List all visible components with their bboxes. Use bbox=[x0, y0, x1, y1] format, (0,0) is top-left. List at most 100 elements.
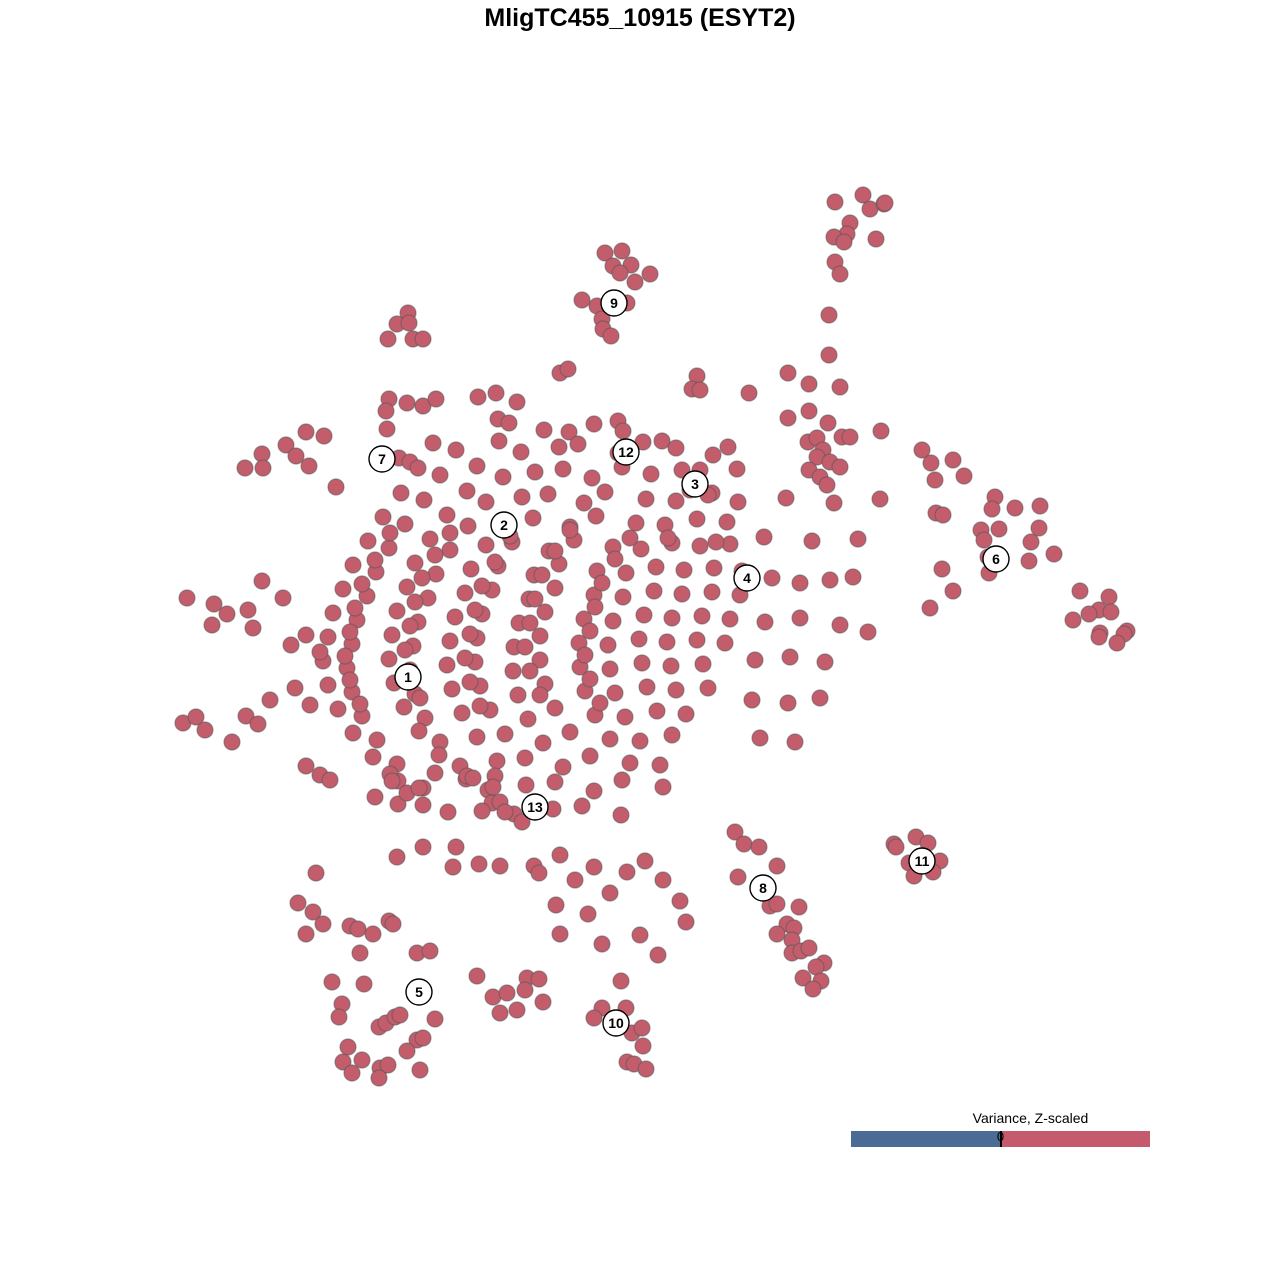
data-point bbox=[554, 460, 572, 478]
data-point bbox=[688, 631, 706, 649]
data-point bbox=[339, 1038, 357, 1056]
data-point bbox=[395, 698, 413, 716]
data-point bbox=[359, 532, 377, 550]
data-point bbox=[618, 863, 636, 881]
data-point bbox=[728, 460, 746, 478]
data-point bbox=[461, 673, 479, 691]
data-point bbox=[468, 457, 486, 475]
data-point bbox=[530, 864, 548, 882]
data-point bbox=[719, 438, 737, 456]
data-point bbox=[491, 857, 509, 875]
data-point bbox=[933, 560, 951, 578]
data-point bbox=[601, 730, 619, 748]
data-point bbox=[663, 726, 681, 744]
data-point bbox=[790, 898, 808, 916]
data-point bbox=[379, 1056, 397, 1074]
data-point bbox=[867, 230, 885, 248]
data-point bbox=[662, 657, 680, 675]
data-point bbox=[461, 625, 479, 643]
data-point bbox=[531, 627, 549, 645]
data-point bbox=[632, 540, 650, 558]
data-point bbox=[633, 654, 651, 672]
data-point bbox=[630, 630, 648, 648]
data-point bbox=[1064, 611, 1082, 629]
data-point bbox=[613, 242, 631, 260]
data-point bbox=[304, 903, 322, 921]
data-point bbox=[330, 1008, 348, 1026]
data-point bbox=[516, 981, 534, 999]
data-point bbox=[205, 595, 223, 613]
data-point bbox=[803, 532, 821, 550]
data-point bbox=[818, 476, 836, 494]
data-point bbox=[566, 871, 584, 889]
cluster-label-circle bbox=[749, 874, 777, 902]
data-point bbox=[297, 757, 315, 775]
data-point bbox=[236, 459, 254, 477]
data-point bbox=[611, 264, 629, 282]
data-point bbox=[343, 1064, 361, 1082]
data-point bbox=[378, 420, 396, 438]
data-point bbox=[504, 662, 522, 680]
cluster-label-text: 8 bbox=[759, 880, 767, 896]
cluster-label-text: 13 bbox=[527, 799, 543, 815]
cluster-label-text: 9 bbox=[610, 295, 618, 311]
data-point bbox=[551, 846, 569, 864]
data-point bbox=[599, 636, 617, 654]
data-point bbox=[346, 599, 364, 617]
data-point bbox=[508, 1001, 526, 1019]
data-point bbox=[718, 513, 736, 531]
data-point bbox=[351, 944, 369, 962]
data-point bbox=[490, 432, 508, 450]
data-point bbox=[462, 560, 480, 578]
data-point bbox=[637, 490, 655, 508]
data-point bbox=[319, 628, 337, 646]
chart-title: MligTC455_10915 (ESYT2) bbox=[484, 4, 796, 32]
data-point bbox=[414, 397, 432, 415]
data-point bbox=[368, 731, 386, 749]
data-point bbox=[521, 614, 539, 632]
cluster-label-circle bbox=[368, 445, 396, 473]
data-point bbox=[593, 574, 611, 592]
data-point bbox=[218, 605, 236, 623]
cluster-label-text: 5 bbox=[415, 984, 423, 1000]
data-point bbox=[379, 330, 397, 348]
cluster-label-text: 11 bbox=[915, 853, 930, 869]
data-point bbox=[602, 327, 620, 345]
data-point bbox=[550, 438, 568, 456]
data-point bbox=[636, 852, 654, 870]
data-point bbox=[740, 384, 758, 402]
data-point bbox=[237, 707, 255, 725]
data-point bbox=[286, 679, 304, 697]
data-point bbox=[663, 609, 681, 627]
colorbar-zero-label: 0 bbox=[996, 1129, 1005, 1144]
data-point bbox=[694, 655, 712, 673]
data-point bbox=[297, 925, 315, 943]
data-point bbox=[531, 686, 549, 704]
data-point bbox=[464, 769, 482, 787]
data-point bbox=[746, 651, 764, 669]
data-point bbox=[500, 414, 518, 432]
data-point bbox=[547, 896, 565, 914]
data-point bbox=[459, 517, 477, 535]
data-point bbox=[647, 558, 665, 576]
data-point bbox=[178, 589, 196, 607]
data-point bbox=[355, 975, 373, 993]
data-point bbox=[519, 710, 537, 728]
data-point bbox=[526, 590, 544, 608]
cluster-label-circle bbox=[405, 978, 433, 1006]
data-point bbox=[244, 619, 262, 637]
cluster-label-circle bbox=[908, 847, 936, 875]
data-point bbox=[477, 536, 495, 554]
data-point bbox=[704, 446, 722, 464]
data-point bbox=[334, 1053, 352, 1071]
data-point bbox=[400, 314, 418, 332]
data-point bbox=[675, 561, 693, 579]
data-point bbox=[913, 441, 931, 459]
data-point bbox=[573, 291, 591, 309]
data-point bbox=[468, 728, 486, 746]
data-point bbox=[496, 803, 514, 821]
data-point bbox=[560, 423, 578, 441]
data-point bbox=[508, 393, 526, 411]
cluster-label-circle bbox=[600, 289, 628, 317]
data-point bbox=[426, 1010, 444, 1028]
